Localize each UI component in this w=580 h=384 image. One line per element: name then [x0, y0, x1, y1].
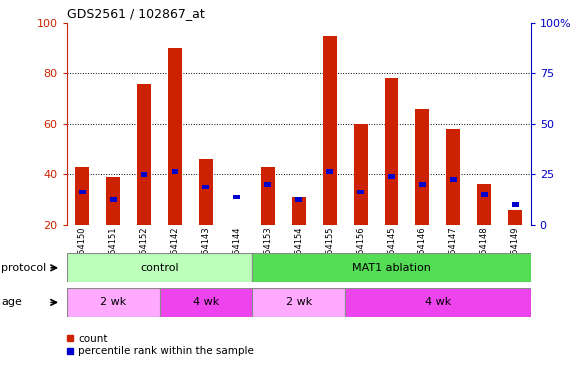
Bar	[172, 169, 179, 174]
Bar	[199, 159, 213, 225]
Bar	[261, 167, 275, 225]
Text: protocol: protocol	[1, 263, 46, 273]
Text: GSM154143: GSM154143	[201, 227, 211, 277]
Text: GSM154142: GSM154142	[171, 227, 179, 277]
Bar	[67, 253, 252, 282]
Text: GSM154147: GSM154147	[449, 227, 458, 277]
Bar	[481, 192, 488, 197]
Text: age: age	[1, 297, 22, 308]
Bar	[79, 190, 86, 194]
Bar	[385, 78, 398, 225]
Bar	[140, 172, 147, 177]
Text: 4 wk: 4 wk	[425, 297, 451, 308]
Text: 2 wk: 2 wk	[100, 297, 126, 308]
Bar	[326, 169, 333, 174]
Text: GSM154149: GSM154149	[511, 227, 520, 277]
Text: GDS2561 / 102867_at: GDS2561 / 102867_at	[67, 7, 204, 20]
Text: GSM154145: GSM154145	[387, 227, 396, 277]
Text: GSM154152: GSM154152	[140, 227, 148, 277]
Text: GSM154153: GSM154153	[263, 227, 272, 277]
Bar	[295, 197, 302, 202]
Text: GSM154148: GSM154148	[480, 227, 489, 277]
Bar	[419, 182, 426, 187]
Bar	[252, 288, 345, 317]
Bar	[106, 177, 120, 225]
Bar	[292, 197, 306, 225]
Text: GSM154151: GSM154151	[108, 227, 118, 277]
Legend: count, percentile rank within the sample: count, percentile rank within the sample	[67, 334, 254, 356]
Text: 4 wk: 4 wk	[193, 297, 219, 308]
Bar	[160, 288, 252, 317]
Bar	[345, 288, 531, 317]
Text: control: control	[140, 263, 179, 273]
Bar	[357, 190, 364, 194]
Bar	[354, 124, 368, 225]
Text: GSM154156: GSM154156	[356, 227, 365, 277]
Bar	[415, 109, 429, 225]
Bar	[264, 182, 271, 187]
Bar	[233, 195, 240, 199]
Bar	[477, 184, 491, 225]
Bar	[512, 202, 519, 207]
Bar	[252, 253, 531, 282]
Bar	[388, 174, 395, 179]
Bar	[202, 185, 209, 189]
Bar	[447, 129, 461, 225]
Text: 2 wk: 2 wk	[285, 297, 312, 308]
Text: GSM154146: GSM154146	[418, 227, 427, 277]
Text: GSM154155: GSM154155	[325, 227, 334, 277]
Bar	[75, 167, 89, 225]
Text: GSM154150: GSM154150	[78, 227, 86, 277]
Bar	[322, 36, 336, 225]
Text: GSM154154: GSM154154	[294, 227, 303, 277]
Bar	[450, 177, 457, 182]
Text: MAT1 ablation: MAT1 ablation	[352, 263, 431, 273]
Bar	[137, 84, 151, 225]
Bar	[110, 197, 117, 202]
Bar	[67, 288, 160, 317]
Bar	[508, 210, 522, 225]
Bar	[168, 48, 182, 225]
Text: GSM154144: GSM154144	[233, 227, 241, 277]
